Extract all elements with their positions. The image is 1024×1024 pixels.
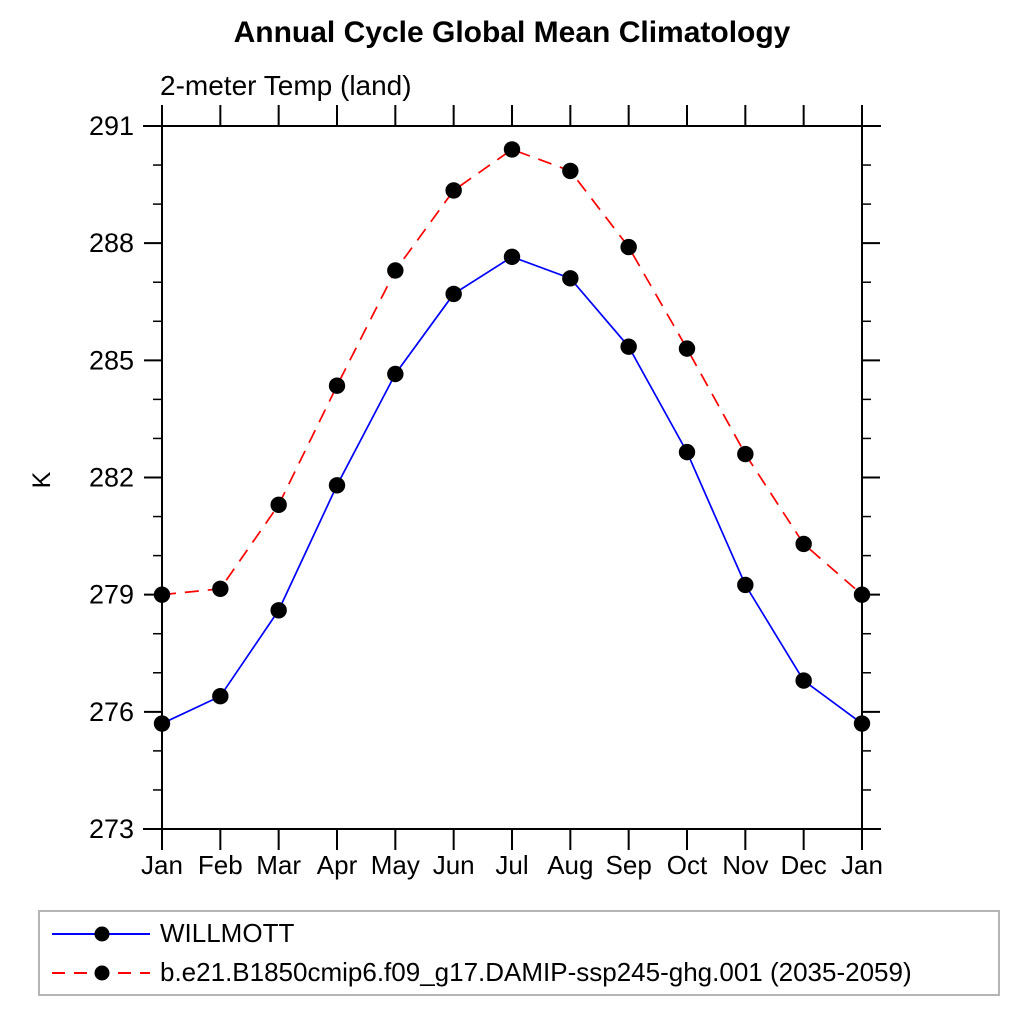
data-point-marker: [853, 715, 871, 732]
data-point-marker: [795, 672, 812, 689]
data-point-marker: [328, 377, 346, 394]
y-tick-label: 276: [89, 697, 134, 727]
data-point-marker: [678, 340, 696, 357]
chart-subtitle: 2-meter Temp (land): [160, 70, 412, 101]
x-axis: Jan Feb Mar Apr May Jun Jul Aug Sep Oct Nov Dec Jan: [141, 105, 883, 880]
data-point-marker: [445, 182, 462, 199]
data-point-marker: [270, 496, 287, 514]
x-tick-label: Aug: [547, 850, 593, 880]
data-point-marker: [737, 445, 754, 463]
axes: [143, 105, 881, 850]
legend-sample-dashed-line: [52, 965, 150, 980]
data-point-marker: [328, 477, 346, 494]
data-point-marker: [153, 586, 171, 603]
data-point-marker: [387, 262, 404, 279]
data-point-marker: [212, 688, 229, 705]
x-tick-label: Mar: [256, 850, 301, 880]
data-point-marker: [562, 162, 579, 180]
legend-item-model: b.e21.B1850cmip6.f09_g17.DAMIP-ssp245-gh…: [46, 954, 998, 992]
x-tick-label: Sep: [606, 850, 652, 880]
x-tick-label: Jan: [841, 850, 883, 880]
x-tick-label: Jan: [141, 850, 183, 880]
y-tick-label: 273: [89, 814, 134, 844]
y-tick-label: 291: [89, 111, 134, 141]
y-axis: 273 276 279 282 285 288 291 K: [28, 111, 880, 844]
data-point-marker: [445, 285, 462, 303]
series-willmott: [153, 248, 871, 732]
data-point-marker: [503, 248, 521, 266]
legend-label-willmott: WILLMOTT: [160, 918, 295, 948]
data-point-marker: [620, 338, 637, 355]
y-tick-label: 285: [89, 345, 134, 375]
y-tick-label: 282: [89, 463, 134, 493]
series-model: [153, 141, 871, 603]
y-axis-label: K: [28, 471, 56, 488]
data-point-marker: [737, 576, 754, 594]
data-point-marker: [620, 238, 637, 256]
legend-box: WILLMOTT b.e21.B1850cmip6.f09_g17.DAMIP-…: [38, 910, 1000, 996]
model-line: [161, 148, 863, 596]
y-tick-label: 288: [89, 228, 134, 258]
data-point-marker: [153, 715, 171, 732]
data-point-marker: [503, 141, 521, 158]
x-tick-label: Jun: [433, 850, 475, 880]
data-point-marker: [270, 602, 287, 619]
data-point-marker: [562, 270, 579, 287]
data-point-marker: [795, 535, 812, 553]
willmott-line: [161, 255, 863, 725]
legend-marker-dot: [94, 926, 110, 941]
x-tick-label: May: [371, 850, 420, 880]
legend-label-model: b.e21.B1850cmip6.f09_g17.DAMIP-ssp245-gh…: [160, 957, 912, 987]
x-tick-label: Jul: [495, 850, 528, 880]
legend-item-willmott: WILLMOTT: [46, 915, 998, 953]
x-tick-label: Feb: [198, 850, 243, 880]
chart-title: Annual Cycle Global Mean Climatology: [233, 16, 791, 49]
data-point-marker: [387, 365, 404, 383]
y-tick-label: 279: [89, 580, 134, 610]
x-tick-label: Nov: [722, 850, 768, 880]
legend-sample-solid-line: [52, 926, 150, 941]
x-tick-label: Oct: [667, 850, 708, 880]
legend-marker-dot: [94, 965, 110, 980]
line-chart-canvas: Jan Feb Mar Apr May Jun Jul Aug Sep Oct Nov Dec Jan2…: [28, 105, 883, 880]
data-point-marker: [678, 443, 696, 461]
x-tick-label: Apr: [317, 850, 358, 880]
data-point-marker: [853, 586, 871, 603]
x-tick-label: Dec: [781, 850, 827, 880]
data-point-marker: [212, 580, 229, 598]
